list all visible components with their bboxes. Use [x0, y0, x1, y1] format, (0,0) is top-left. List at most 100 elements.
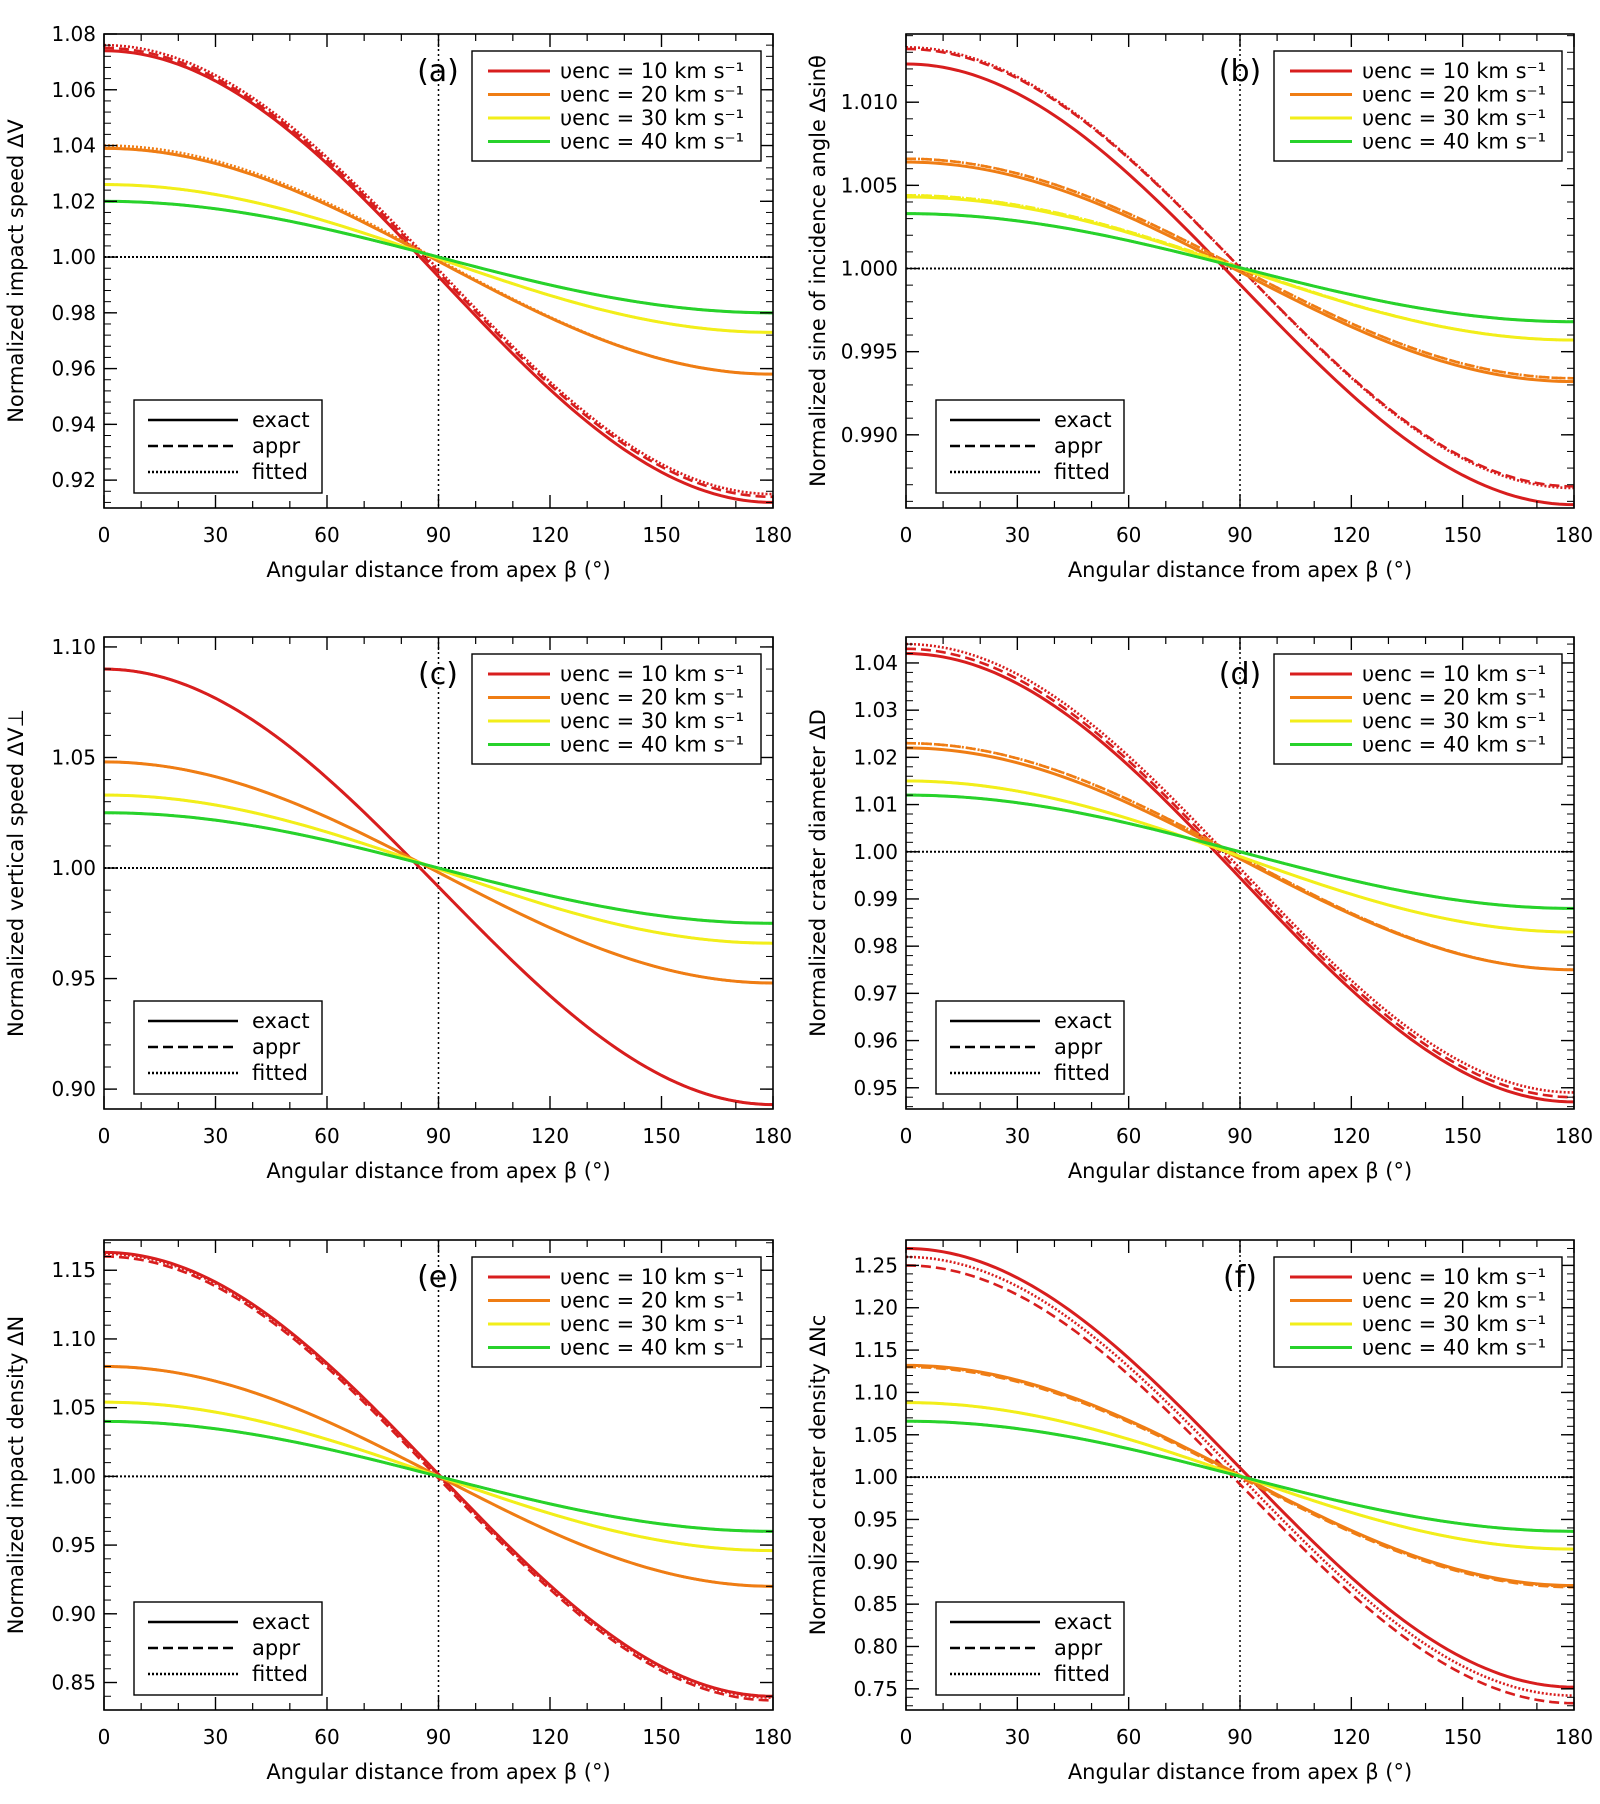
x-tick-label: 60: [314, 1725, 339, 1749]
y-tick-label: 1.03: [853, 698, 898, 722]
x-tick-label: 90: [1227, 1124, 1252, 1148]
y-tick-label: 1.10: [853, 1380, 898, 1404]
legend-series-label: υenc = 40 km s⁻¹: [1362, 1336, 1546, 1360]
y-tick-label: 1.20: [853, 1296, 898, 1320]
y-tick-label: 1.08: [51, 22, 96, 46]
x-axis-label: Angular distance from apex β (°): [266, 1159, 610, 1183]
curves: [104, 667, 773, 1107]
panel-label: (c): [418, 657, 458, 692]
x-tick-label: 150: [642, 1725, 680, 1749]
legend-series-label: υenc = 20 km s⁻¹: [560, 686, 744, 710]
legend-style-label: appr: [1054, 1035, 1103, 1059]
legend-style-label: exact: [1054, 1610, 1112, 1634]
legend-series-label: υenc = 30 km s⁻¹: [560, 106, 744, 130]
series-line-4-appr: [906, 793, 1574, 910]
panel-a: 0 30 60 90 120 150 180 0.92 0.94 0.96 0.98 1.00 1.02…: [4, 22, 792, 582]
panel-f: 0 30 60 90 120 150 180 0.75 0.80 0.85 0.90 0.95 1.00…: [806, 1239, 1593, 1784]
y-tick-label: 0.95: [853, 1507, 898, 1531]
legend-series-label: υenc = 10 km s⁻¹: [1362, 662, 1546, 686]
series-line-4-appr: [104, 811, 773, 925]
y-tick-label: 0.98: [853, 934, 898, 958]
series-line-2-fitted: [906, 1364, 1574, 1588]
x-tick-label: 0: [900, 1124, 913, 1148]
legend-style-label: appr: [1054, 1636, 1103, 1660]
y-tick-label: 1.00: [51, 856, 96, 880]
y-tick-label: 1.04: [853, 651, 898, 675]
legend-series-label: υenc = 30 km s⁻¹: [1362, 709, 1546, 733]
series-line-2-fitted: [906, 157, 1574, 380]
y-tick-label: 1.10: [51, 635, 96, 659]
panel-b: 0 30 60 90 120 150 180 0.990 0.995 1.000 1.005 1.01…: [806, 33, 1593, 582]
legend-series-label: υenc = 30 km s⁻¹: [1362, 1312, 1546, 1336]
y-tick-label: 0.85: [853, 1592, 898, 1616]
series-line-1-fitted: [906, 1255, 1574, 1697]
x-tick-label: 180: [754, 1124, 792, 1148]
legend-series-label: υenc = 30 km s⁻¹: [560, 1312, 744, 1336]
legend-series-label: υenc = 40 km s⁻¹: [560, 733, 744, 757]
x-tick-label: 30: [1005, 523, 1030, 547]
series-line-3-fitted: [906, 779, 1574, 934]
y-tick-label: 0.90: [853, 1550, 898, 1574]
curves: [104, 1250, 773, 1702]
x-tick-label: 90: [426, 1725, 451, 1749]
series-line-4-fitted: [104, 1420, 773, 1533]
legend-style-label: fitted: [252, 1061, 308, 1085]
series-line-1-fitted: [104, 667, 773, 1106]
y-tick-label: 1.010: [841, 90, 898, 114]
y-axis-label: Normalized impact density ΔN: [4, 1316, 28, 1634]
y-tick-label: 0.80: [853, 1634, 898, 1658]
legend-series-label: υenc = 40 km s⁻¹: [560, 1336, 744, 1360]
x-tick-label: 90: [426, 523, 451, 547]
series-line-1-exact: [906, 652, 1574, 1104]
legend-series-frame: [1273, 50, 1563, 162]
legend-style-label: fitted: [252, 460, 308, 484]
y-tick-label: 1.02: [853, 745, 898, 769]
y-tick-label: 0.96: [51, 357, 96, 381]
x-tick-label: 90: [1227, 1725, 1252, 1749]
legend-series-label: υenc = 20 km s⁻¹: [560, 1289, 744, 1313]
y-axis-label: Normalized vertical speed ΔV⊥: [4, 709, 28, 1037]
panel-d: 0 30 60 90 120 150 180 0.95 0.96 0.97 0.98 0.99 1.00…: [806, 636, 1593, 1183]
series-line-1-appr: [104, 46, 773, 499]
legend-series-label: υenc = 20 km s⁻¹: [560, 83, 744, 107]
x-tick-label: 120: [1332, 1725, 1370, 1749]
x-tick-label: 120: [1332, 1124, 1370, 1148]
panel-e: 0 30 60 90 120 150 180 0.85 0.90 0.95 1.00 1.05 1.10…: [4, 1239, 792, 1784]
x-tick-label: 0: [98, 1725, 111, 1749]
y-tick-label: 1.000: [841, 257, 898, 281]
y-tick-label: 0.85: [51, 1671, 96, 1695]
y-tick-label: 1.005: [841, 173, 898, 197]
x-tick-label: 150: [1444, 1124, 1482, 1148]
x-tick-label: 60: [1116, 1725, 1141, 1749]
series-line-3-appr: [906, 1401, 1574, 1551]
x-tick-label: 30: [1005, 1124, 1030, 1148]
x-tick-label: 180: [1555, 1725, 1593, 1749]
legend-style-label: exact: [1054, 408, 1112, 432]
curves: [104, 43, 773, 504]
x-tick-label: 60: [314, 523, 339, 547]
legend-series-label: υenc = 30 km s⁻¹: [1362, 106, 1546, 130]
y-tick-label: 0.995: [841, 340, 898, 364]
series-line-2-exact: [906, 746, 1574, 972]
legend-series-label: υenc = 40 km s⁻¹: [560, 130, 744, 154]
series-line-4-appr: [104, 199, 773, 315]
panel-label: (e): [417, 1260, 459, 1295]
y-tick-label: 1.00: [853, 840, 898, 864]
panel-c: 0 30 60 90 120 150 180 0.90 0.95 1.00 1.05 1.10 Angu…: [4, 635, 792, 1183]
legend-series-label: υenc = 10 km s⁻¹: [560, 1265, 744, 1289]
series-line-4-appr: [104, 1420, 773, 1533]
legend-style-label: exact: [252, 408, 310, 432]
series-line-2-exact: [906, 160, 1574, 384]
x-tick-label: 0: [98, 1124, 111, 1148]
x-tick-label: 120: [531, 1124, 569, 1148]
series-line-4-fitted: [104, 811, 773, 925]
legend-style-label: appr: [1054, 434, 1103, 458]
